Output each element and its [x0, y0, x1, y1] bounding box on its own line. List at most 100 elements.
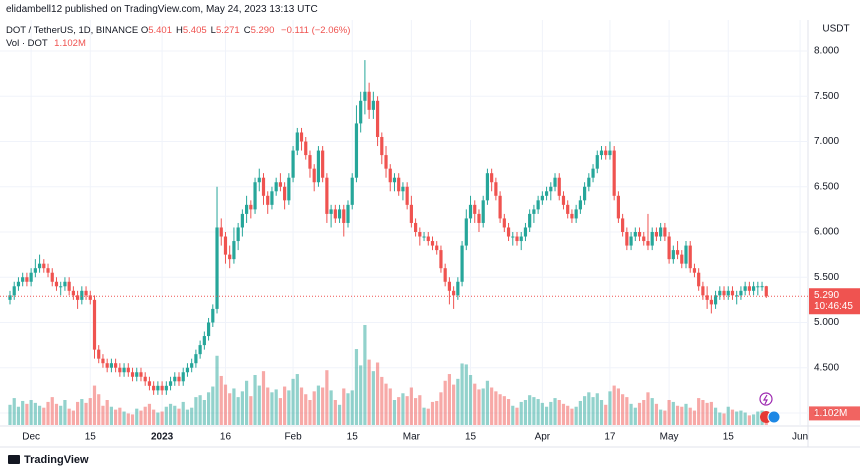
volume-bar — [122, 411, 126, 425]
candle-body — [557, 177, 561, 196]
candle-body — [675, 250, 680, 255]
candle-body — [59, 286, 63, 288]
volume-bar — [697, 398, 701, 425]
volume-bar — [152, 409, 156, 425]
candle-body — [735, 295, 739, 297]
volume-bar — [228, 393, 232, 425]
candle-body — [473, 204, 477, 214]
candle-body — [730, 290, 735, 296]
candle-body — [257, 177, 261, 183]
candle-body — [295, 132, 299, 151]
volume-bar — [295, 374, 299, 425]
volume-bar — [291, 378, 295, 425]
candle-body — [392, 177, 397, 183]
candle-body — [498, 195, 502, 219]
candle-body — [384, 155, 388, 169]
volume-bar — [236, 397, 240, 425]
candle-body — [667, 236, 671, 260]
volume-bar — [397, 397, 401, 425]
legend-key: O — [140, 25, 149, 36]
volume-bar — [325, 370, 329, 425]
candle-body — [764, 286, 768, 297]
volume-bar — [308, 400, 312, 425]
candle-body — [8, 295, 12, 300]
volume-bar — [659, 409, 663, 425]
candle-body — [709, 299, 713, 305]
candle-body — [46, 268, 50, 273]
alert-bolt — [762, 394, 768, 405]
candle-body — [726, 290, 730, 296]
volume-bar — [494, 391, 498, 425]
candle-body — [97, 349, 101, 359]
volume-bar — [532, 397, 536, 425]
candle-body — [283, 186, 287, 201]
candle-body — [443, 268, 447, 282]
legend-value: 5.290 — [250, 25, 275, 36]
y-tick-label: 5.500 — [814, 272, 839, 283]
volume-bar — [637, 402, 642, 425]
candle-body — [363, 91, 367, 101]
volume-bar — [587, 392, 591, 425]
candle-body — [646, 241, 650, 246]
candle-body — [439, 250, 443, 269]
candle-body — [688, 245, 692, 269]
volume-bar — [312, 391, 316, 425]
candle-body — [397, 177, 401, 192]
candle-body — [160, 385, 164, 391]
candle-body — [388, 168, 392, 183]
volume-bar — [42, 407, 46, 425]
candle-body — [76, 295, 80, 300]
volume-bar — [401, 393, 405, 425]
volume-bar — [553, 398, 557, 425]
volume-bar — [435, 400, 439, 425]
volume-bar — [405, 396, 409, 425]
candle-body — [612, 150, 616, 196]
volume-bar — [215, 355, 219, 425]
volume-bar — [249, 396, 253, 425]
candle-body — [228, 254, 232, 260]
volume-bar — [359, 365, 363, 425]
legend-symbol: DOT / TetherUS, 1D, BINANCE — [6, 25, 139, 36]
volume-bar — [211, 386, 215, 425]
candle-body — [452, 290, 456, 296]
legend-value: 5.405 — [182, 25, 207, 36]
candle-body — [739, 290, 743, 296]
volume-bar — [456, 378, 460, 425]
candle-body — [435, 245, 439, 251]
volume-bar — [88, 398, 92, 425]
volume-bar — [709, 401, 713, 425]
volume-bar — [591, 397, 595, 425]
volume-bar — [59, 405, 63, 425]
candle-body — [215, 227, 219, 309]
volume-bar — [8, 404, 12, 425]
volume-bar — [722, 413, 726, 425]
candle-body — [164, 385, 168, 391]
volume-bar — [126, 413, 130, 425]
candle-body — [304, 141, 308, 156]
candle-body — [671, 250, 675, 260]
candle-body — [67, 281, 71, 291]
candle-body — [168, 381, 173, 386]
candle-body — [536, 200, 540, 210]
candle-body — [447, 281, 451, 291]
volume-bar — [223, 384, 228, 425]
volume-bar — [642, 400, 646, 425]
volume-bar — [33, 402, 37, 425]
volume-bar — [511, 405, 515, 425]
price-tag-countdown: 10:46:45 — [814, 301, 853, 312]
legend-key: L — [210, 25, 216, 36]
candle-body — [270, 191, 274, 205]
volume-bar — [684, 403, 688, 425]
volume-bar — [80, 399, 84, 425]
volume-bar — [278, 398, 282, 425]
volume-bar — [578, 400, 582, 425]
candle-body — [371, 100, 375, 110]
candle-body — [583, 186, 587, 201]
y-tick-label: 4.500 — [814, 362, 839, 373]
volume-bar — [599, 400, 604, 425]
volume-bar — [21, 400, 25, 425]
volume-bar — [485, 380, 490, 425]
legend-volume: Vol · DOT 1.102M — [6, 38, 90, 49]
volume-bar — [422, 407, 426, 425]
candle-body — [194, 354, 198, 364]
